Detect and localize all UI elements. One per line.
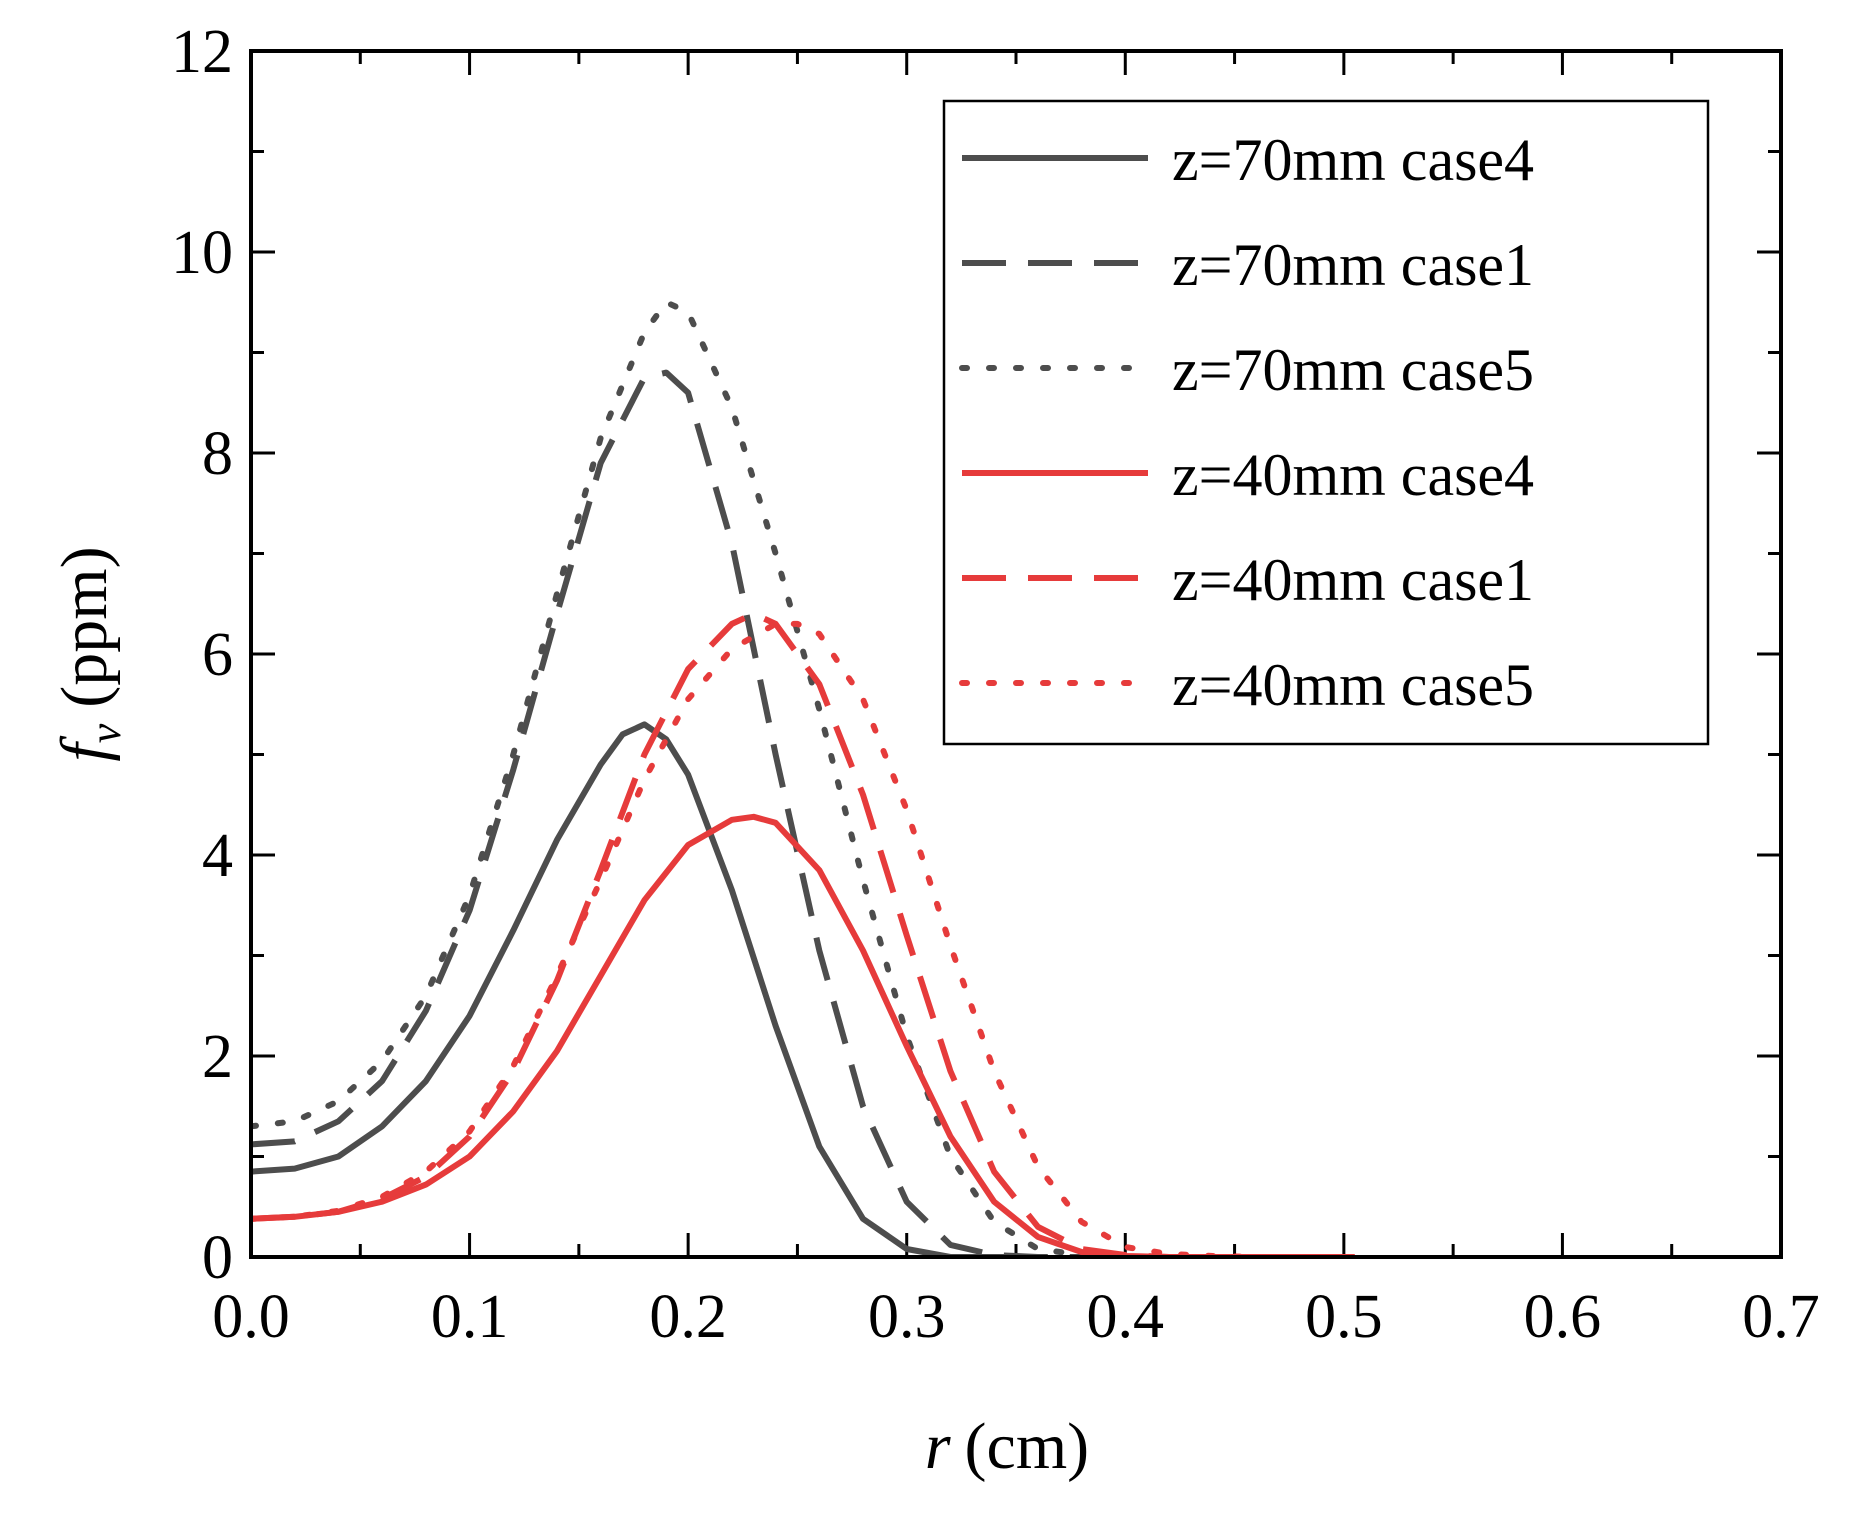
y-tick-label: 4 [202, 822, 233, 890]
y-axis-unit: (ppm) [48, 546, 121, 707]
legend-label: z=40mm case1 [1172, 547, 1534, 613]
series-line-4 [251, 813, 1355, 1257]
y-tick-label: 8 [202, 420, 233, 488]
series-line-5 [251, 610, 1213, 1257]
y-tick-label: 12 [171, 18, 233, 86]
legend-label: z=70mm case5 [1172, 337, 1534, 403]
tick-labels: 0.0 0.1 0.2 0.3 0.4 0.5 0.6 0.7 0 2 4 6 8 10 12 [171, 18, 1820, 1351]
series-line-2 [251, 369, 1082, 1257]
y-axis-title: fv(ppm) [48, 546, 130, 761]
series-line-3 [251, 299, 1129, 1257]
series-lines [251, 299, 1355, 1257]
x-tick-label: 0.4 [1087, 1283, 1165, 1351]
legend-label: z=40mm case4 [1172, 442, 1534, 508]
y-tick-label: 2 [202, 1023, 233, 1091]
x-axis-title: r (cm) [925, 1410, 1089, 1483]
x-tick-label: 0.1 [431, 1283, 509, 1351]
axis-ticks [249, 49, 1783, 1259]
legend-label: z=40mm case5 [1172, 652, 1534, 718]
plot-area-frame [249, 49, 1783, 1259]
x-tick-label: 0.7 [1742, 1283, 1820, 1351]
series-line-6 [251, 620, 1260, 1257]
x-tick-label: 0.3 [868, 1283, 946, 1351]
legend: z=70mm case4 z=70mm case1 z=70mm case5 z=40… [942, 99, 1710, 746]
x-axis-unit: (cm) [965, 1410, 1090, 1483]
series-line-1 [251, 721, 1038, 1257]
y-tick-label: 0 [202, 1224, 233, 1292]
y-tick-label: 6 [202, 621, 233, 689]
legend-label: z=70mm case1 [1172, 232, 1534, 298]
y-tick-label: 10 [171, 219, 233, 287]
x-axis-symbol: r [925, 1410, 951, 1483]
legend-label: z=70mm case4 [1172, 127, 1534, 193]
y-axis-subscript: v [81, 723, 130, 743]
legend-box [942, 99, 1710, 746]
x-tick-label: 0.2 [649, 1283, 727, 1351]
x-tick-label: 0.5 [1305, 1283, 1383, 1351]
x-tick-label: 0.0 [212, 1283, 290, 1351]
x-tick-label: 0.6 [1524, 1283, 1602, 1351]
